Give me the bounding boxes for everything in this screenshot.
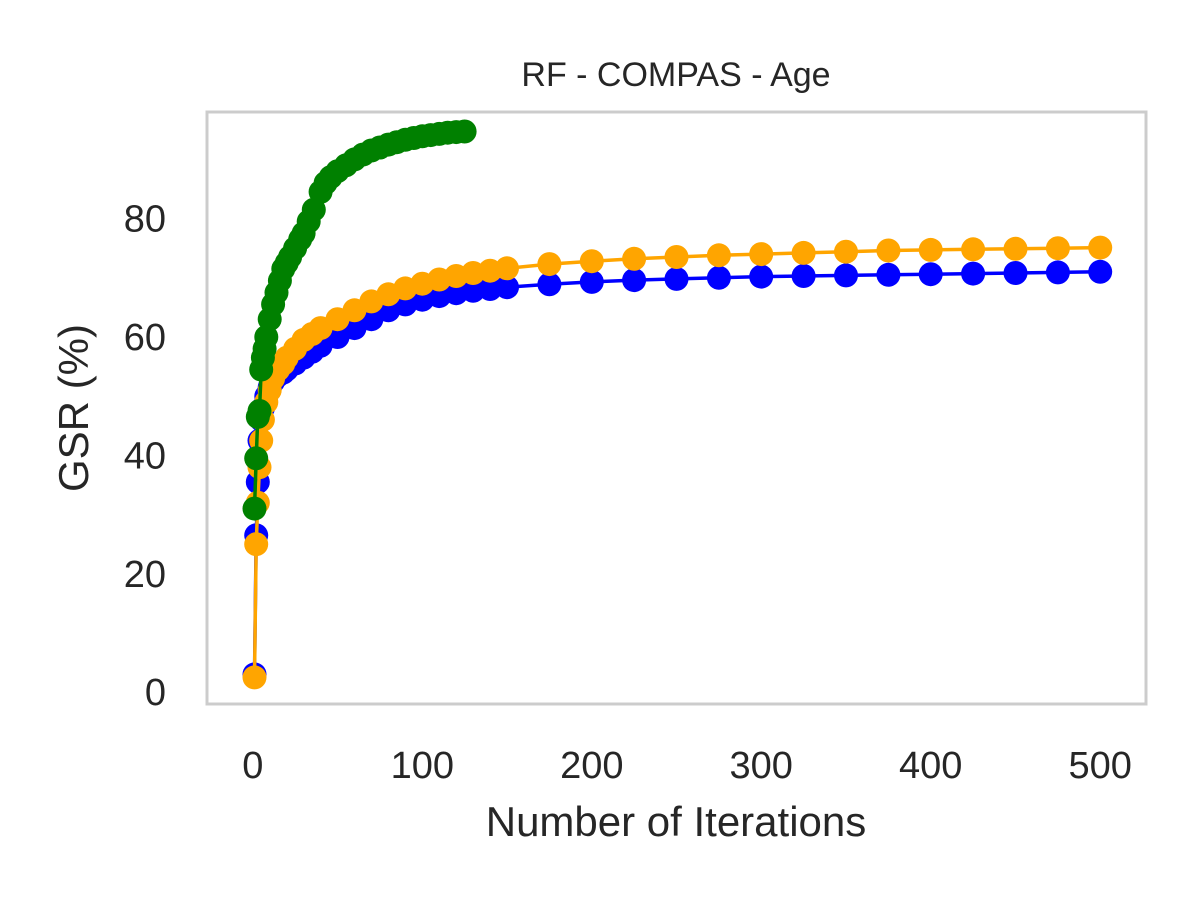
y-tick-label: 40 [124, 435, 166, 477]
data-point [244, 446, 269, 471]
series-0 [242, 259, 1113, 687]
y-axis-label: GSR (%) [50, 324, 97, 492]
data-point [961, 261, 986, 286]
data-point [254, 325, 279, 349]
plot-frame [205, 110, 1148, 706]
data-point [834, 263, 858, 288]
y-tick-label: 60 [124, 317, 166, 359]
y-tick-label: 20 [124, 554, 166, 596]
data-point [1045, 236, 1070, 261]
data-point [622, 246, 647, 271]
plot-series [242, 119, 1113, 690]
data-point [495, 256, 519, 281]
data-point [452, 119, 477, 144]
data-point [876, 262, 901, 287]
x-tick-labels: 0 100 200 300 400 500 [242, 745, 1132, 787]
data-point [495, 275, 519, 300]
data-point [242, 665, 267, 690]
x-tick-label: 400 [899, 745, 962, 787]
x-tick-label: 300 [729, 745, 792, 787]
data-point [706, 243, 731, 268]
data-point [1003, 236, 1028, 261]
chart-title: RF - COMPAS - Age [521, 56, 830, 94]
x-tick-label: 100 [391, 745, 454, 787]
x-axis-label: Number of Iterations [486, 798, 867, 845]
data-point [537, 252, 562, 277]
x-tick-label: 0 [242, 745, 263, 787]
y-tick-labels: 0 20 40 60 80 [124, 199, 166, 715]
series-1 [242, 235, 1113, 690]
series-line-0 [252, 270, 1101, 675]
data-point [664, 245, 689, 269]
data-point [749, 264, 774, 289]
data-point [579, 249, 604, 274]
data-point [1088, 235, 1113, 260]
data-point [244, 532, 269, 557]
x-tick-label: 500 [1068, 745, 1131, 787]
y-tick-label: 80 [124, 199, 166, 241]
data-point [1003, 261, 1028, 285]
data-point [664, 266, 689, 291]
data-point [918, 262, 943, 287]
data-point [622, 268, 647, 293]
data-point [706, 265, 731, 290]
data-point [579, 269, 604, 294]
data-point [242, 496, 267, 521]
data-point [791, 264, 816, 288]
x-tick-label: 200 [560, 745, 623, 787]
data-point [537, 272, 562, 297]
data-point [791, 240, 816, 265]
data-point [918, 237, 943, 262]
data-point [1045, 260, 1070, 285]
data-point [834, 239, 858, 264]
data-point [876, 238, 901, 263]
data-point [961, 237, 986, 262]
data-point [247, 399, 272, 423]
series-2 [242, 119, 477, 521]
y-tick-label: 0 [145, 672, 166, 714]
data-point [749, 242, 774, 267]
data-point [1088, 259, 1113, 284]
